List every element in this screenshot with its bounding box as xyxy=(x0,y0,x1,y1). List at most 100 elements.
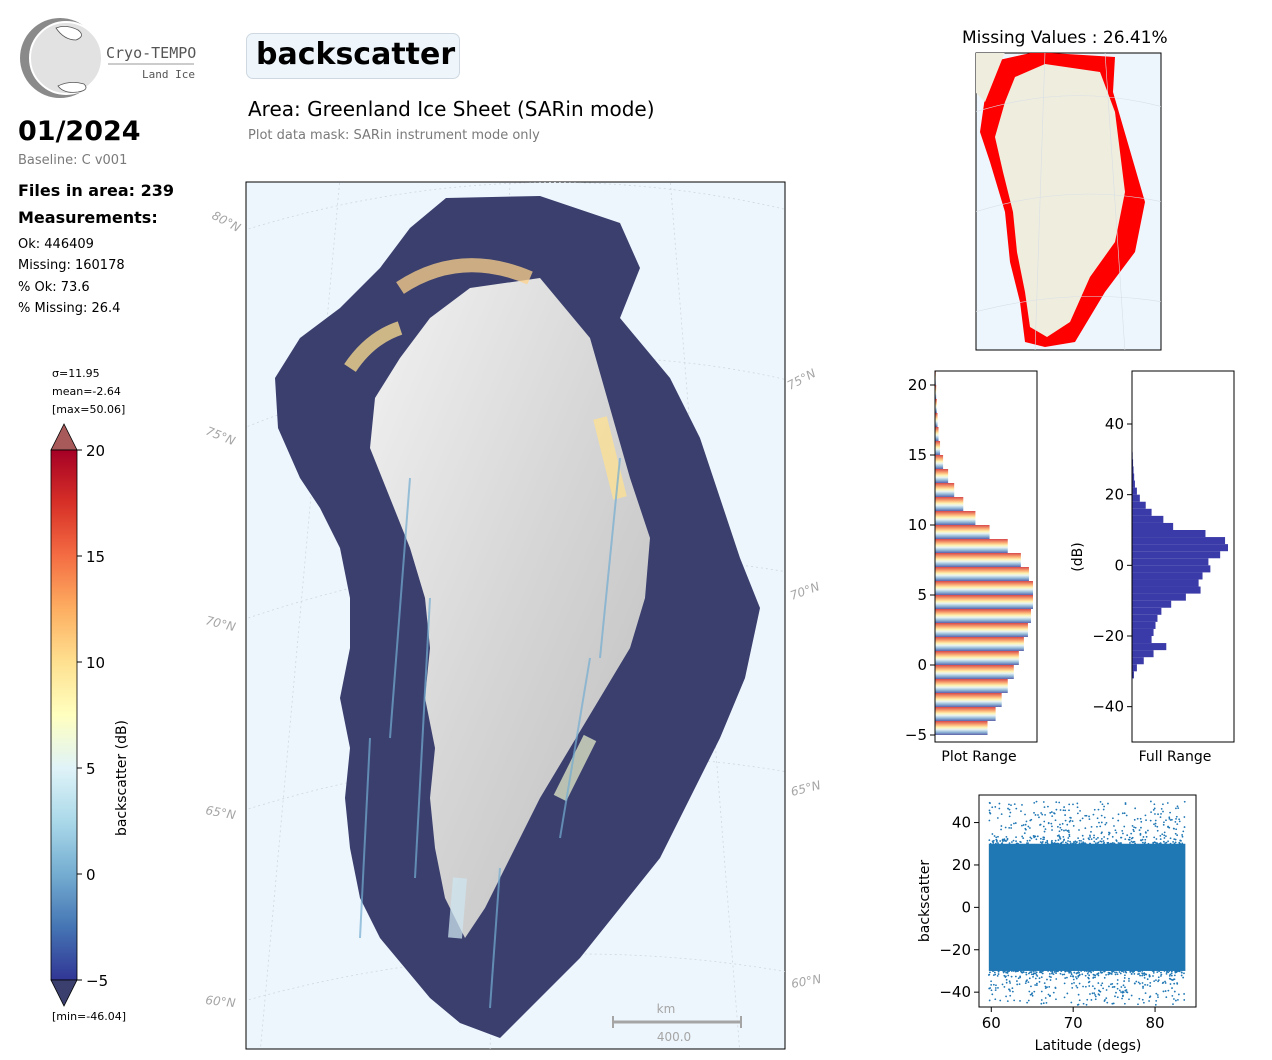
scatter-point xyxy=(1058,801,1061,804)
scatter-point xyxy=(1142,985,1144,988)
full-range-histogram: 40 20 0 −20 −40 (dB) Full Range xyxy=(1070,370,1235,765)
scatter-point xyxy=(1103,805,1106,808)
hist1-bar-4 xyxy=(935,665,1014,679)
scatter-point xyxy=(1040,999,1043,1001)
scatter-point xyxy=(1051,970,1054,973)
scatter-point xyxy=(1169,811,1171,814)
scatter-point xyxy=(994,806,997,808)
scatter-point xyxy=(1035,800,1038,803)
scatter-point xyxy=(1037,814,1039,816)
scatter-point xyxy=(1078,982,1081,985)
scatter-point xyxy=(1055,970,1058,972)
scale-bar: km 400.0 xyxy=(612,1002,742,1044)
scatter-point xyxy=(1183,800,1186,803)
scatter-point xyxy=(1049,994,1052,997)
scatter-point xyxy=(1133,830,1135,833)
scatter-point xyxy=(1077,1003,1080,1006)
hist1-bar-6 xyxy=(935,637,1024,651)
scatter-point xyxy=(1173,990,1176,993)
scatter-point xyxy=(1165,972,1168,975)
scatter-point xyxy=(1055,842,1058,845)
scatter-point xyxy=(1169,837,1172,840)
scatter-point xyxy=(988,809,991,812)
scatter-point xyxy=(1146,984,1149,986)
scatter-ytick-3: −20 xyxy=(939,941,971,959)
scatter-point xyxy=(988,987,991,990)
scatter-point xyxy=(1103,976,1106,979)
scatter-point xyxy=(1055,808,1058,811)
scatter-point xyxy=(988,839,991,842)
scatter-point xyxy=(1100,821,1103,824)
scatter-point xyxy=(991,840,994,843)
scatter-point xyxy=(1019,841,1022,844)
scatter-point xyxy=(1082,841,1084,844)
hist1-bar-11 xyxy=(935,567,1029,581)
scatter-point xyxy=(1093,987,1096,990)
scatter-point xyxy=(1174,838,1177,841)
scatter-point xyxy=(1164,982,1167,984)
scatter-xlabel: Latitude (degs) xyxy=(1035,1038,1142,1054)
scale-unit: km xyxy=(657,1002,676,1016)
scatter-point xyxy=(1111,982,1114,985)
hist2-bar-27 xyxy=(1132,480,1135,488)
scatter-point xyxy=(1114,995,1116,998)
scatter-point xyxy=(1048,975,1051,978)
scatter-point xyxy=(1162,990,1165,993)
hist2-xlabel: Full Range xyxy=(1139,749,1212,765)
hist1-tick-1: 15 xyxy=(908,446,927,464)
brand-name: Cryo-TEMPO xyxy=(106,44,196,62)
scatter-point xyxy=(1137,973,1139,976)
scatter-point xyxy=(1142,987,1144,989)
scatter-point xyxy=(1180,974,1183,977)
scatter-point xyxy=(1097,974,1100,977)
scatter-point xyxy=(1144,831,1147,834)
scatter-point xyxy=(1128,998,1130,1001)
hist2-bar-0 xyxy=(1132,671,1134,679)
scatter-point xyxy=(1062,840,1064,843)
parameter-title: backscatter xyxy=(256,37,456,72)
scatter-point xyxy=(1065,829,1067,832)
scatter-point xyxy=(1046,978,1048,981)
scatter-point xyxy=(1017,970,1020,972)
scatter-point xyxy=(1019,975,1022,978)
scatter-point xyxy=(1176,982,1179,985)
scatter-point xyxy=(1059,837,1062,840)
scatter-point xyxy=(1170,970,1173,973)
parameter-title-box: backscatter xyxy=(246,33,460,79)
colorbar-max: [max=50.06] xyxy=(52,403,125,416)
hist1-bar-15 xyxy=(935,511,976,525)
scatter-point xyxy=(1143,977,1146,979)
scatter-point xyxy=(1087,976,1090,979)
scatter-point xyxy=(1005,835,1008,838)
hist2-bar-16 xyxy=(1132,558,1209,566)
scatter-point xyxy=(1174,841,1177,844)
scatter-point xyxy=(1060,828,1063,831)
scatter-point xyxy=(1152,970,1155,972)
scatter-point xyxy=(1148,975,1151,978)
colorbar-mean: mean=-2.64 xyxy=(52,385,121,398)
hist2-tick-4: −40 xyxy=(1092,698,1124,716)
scatter-point xyxy=(1084,814,1087,817)
scatter-point xyxy=(1106,837,1109,840)
scatter-point xyxy=(1158,970,1160,973)
scatter-point xyxy=(1021,804,1023,806)
scatter-point xyxy=(1128,977,1130,980)
scatter-point xyxy=(1003,986,1006,988)
scatter-point xyxy=(1122,832,1124,835)
scatter-point xyxy=(1132,840,1135,843)
scatter-point xyxy=(1002,840,1004,842)
scatter-point xyxy=(1174,832,1177,835)
scatter-point xyxy=(1129,842,1131,844)
scatter-point xyxy=(1018,983,1021,986)
scatter-point xyxy=(1088,985,1091,987)
scatter-point xyxy=(1102,987,1105,990)
hist1-bar-8 xyxy=(935,609,1031,623)
scatter-point xyxy=(1101,803,1104,806)
hist2-tick-0: 40 xyxy=(1105,415,1124,433)
scatter-point xyxy=(1036,835,1039,838)
scatter-point xyxy=(1142,836,1145,838)
scatter-point xyxy=(1181,842,1184,845)
scatter-point xyxy=(1152,975,1154,977)
scatter-point xyxy=(1038,980,1041,983)
scatter-point xyxy=(1072,975,1075,978)
